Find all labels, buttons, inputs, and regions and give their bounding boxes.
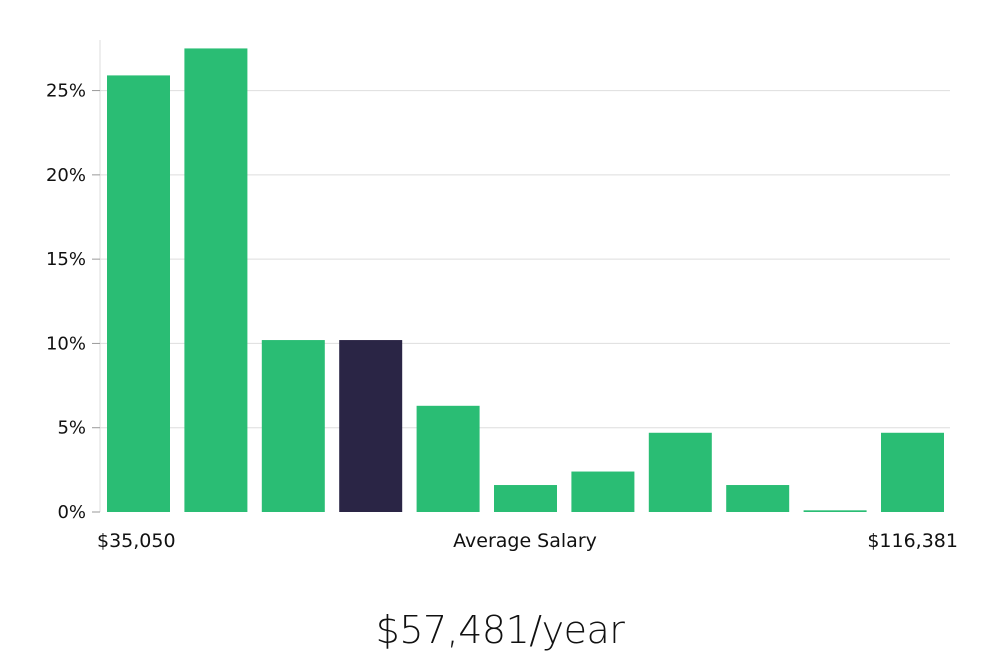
salary-histogram: 0%5%10%15%20%25% $35,050 Average Salary … [46,40,958,552]
bar [726,485,790,512]
bar [571,471,635,512]
y-tick-label: 25% [46,81,86,102]
bar [648,432,712,512]
bars [107,48,944,513]
bar-highlighted [339,340,403,512]
bar [881,432,944,512]
average-salary-headline: $57,481/year [375,608,625,652]
y-axis-ticks: 0% 5% 10% 15% 20% 25% [46,81,100,523]
y-tick-label: 0% [57,502,86,523]
y-tick-label: 10% [46,333,86,354]
x-min-label: $35,050 [97,530,176,552]
bar [107,75,170,513]
y-tick-label: 15% [46,249,86,270]
x-max-label: $116,381 [867,530,958,552]
bar [184,48,248,513]
bar [494,485,557,512]
y-tick-label: 20% [46,165,86,186]
y-tick-label: 5% [57,418,86,439]
x-axis-label: Average Salary [453,530,597,552]
bar [261,340,325,512]
bar [416,405,480,512]
bar [803,510,867,512]
